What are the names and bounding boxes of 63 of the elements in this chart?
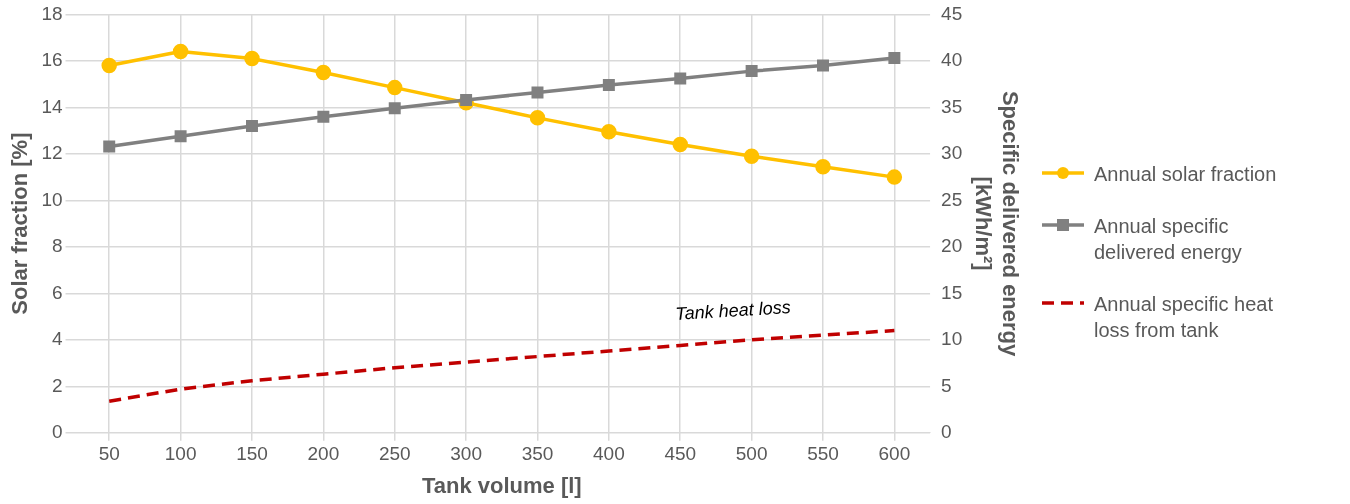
line-series (107, 328, 897, 403)
legend-label: Annual solar fraction (1094, 162, 1278, 187)
point (674, 72, 687, 85)
legend-label: Annual specific delivered energy (1094, 214, 1243, 265)
y2-tick-label: 0 (941, 421, 952, 443)
y-tick-label: 16 (41, 49, 63, 71)
y-tick-label: 10 (41, 188, 63, 210)
point (103, 140, 116, 153)
point (531, 86, 544, 99)
point (315, 64, 332, 81)
point (101, 57, 117, 74)
point (602, 79, 615, 92)
point (601, 124, 617, 140)
x-tick-label: 200 (307, 443, 340, 465)
point (244, 50, 260, 67)
point (174, 130, 187, 143)
x-tick-label: 150 (236, 443, 268, 465)
point (815, 158, 831, 175)
point (317, 110, 330, 123)
y2-axis-title: Specific delivered energy [kWh/m²] (971, 90, 1023, 358)
y-tick-label: 2 (51, 374, 63, 396)
y2-tick-label: 5 (941, 374, 952, 396)
point (460, 93, 473, 106)
y2-tick-label: 45 (941, 2, 963, 24)
y-tick-label: 8 (51, 235, 63, 257)
y2-tick-label: 25 (941, 188, 963, 210)
y2-tick-label: 40 (941, 49, 963, 71)
x-tick-label: 100 (164, 443, 197, 465)
x-tick-label: 550 (807, 443, 839, 465)
y2-tick-label: 35 (941, 95, 963, 117)
y-tick-label: 4 (51, 328, 63, 350)
point (886, 169, 903, 185)
x-tick-label: 250 (378, 443, 411, 465)
y-tick-label: 0 (51, 421, 63, 443)
x-tick-label: 450 (664, 443, 697, 465)
legend-label: Annual specific heat loss from tank (1094, 292, 1274, 343)
y-tick-label: 18 (41, 2, 63, 24)
y2-tick-label: 15 (941, 281, 963, 303)
point (817, 59, 829, 72)
point (529, 110, 546, 126)
point (743, 148, 760, 164)
y-tick-label: 12 (41, 142, 63, 164)
point (388, 102, 401, 115)
point (386, 79, 403, 96)
point (672, 136, 688, 153)
point (745, 65, 758, 78)
x-tick-label: 500 (735, 443, 768, 465)
point (888, 52, 901, 65)
x-tick-label: 600 (878, 443, 911, 465)
y2-tick-label: 30 (941, 142, 963, 164)
y-tick-label: 6 (51, 281, 63, 303)
x-tick-label: 50 (98, 443, 120, 465)
y-axis-title: Solar fraction [%] (7, 132, 33, 315)
annotation: Tank heat loss (674, 297, 792, 324)
y-tick-label: 14 (41, 95, 63, 117)
x-tick-label: 400 (593, 443, 625, 465)
y2-tick-label: 10 (941, 328, 963, 350)
x-tick-label: 300 (450, 443, 482, 465)
point (172, 43, 189, 60)
y2-tick-label: 20 (941, 235, 963, 257)
x-axis-title: Tank volume [l] (421, 472, 582, 498)
x-tick-label: 350 (521, 443, 554, 465)
point (245, 119, 258, 132)
